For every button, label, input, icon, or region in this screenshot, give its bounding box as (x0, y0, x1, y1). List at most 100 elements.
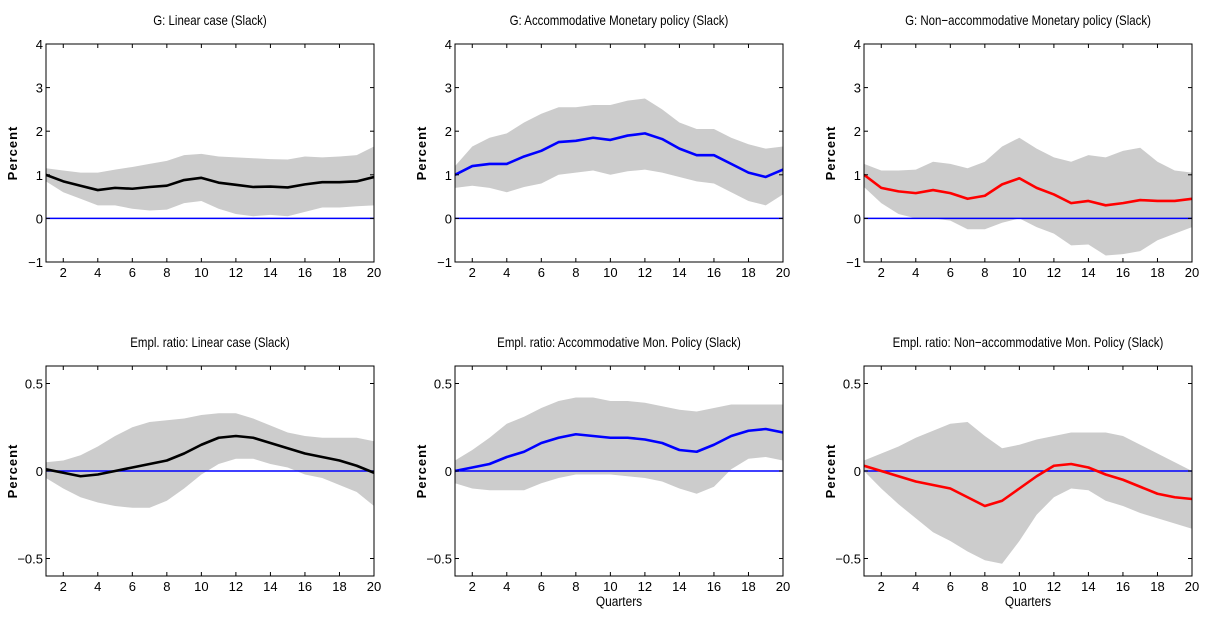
y-tick-label: 4 (36, 37, 43, 52)
confidence-band (864, 422, 1192, 564)
x-tick-label: 14 (1081, 265, 1095, 280)
impulse-response-line (864, 173, 1192, 207)
x-tick-label: 20 (776, 579, 790, 594)
x-tick-label: 10 (1012, 265, 1026, 280)
x-tick-label: 12 (229, 265, 243, 280)
x-tick-label: 20 (1185, 265, 1199, 280)
x-tick-label: 4 (912, 265, 919, 280)
x-tick-label: 14 (672, 579, 686, 594)
x-tick-label: 18 (332, 579, 346, 594)
y-tick-label: −1 (846, 255, 861, 270)
x-tick-label: 12 (229, 579, 243, 594)
confidence-band (864, 137, 1192, 256)
x-tick-label: 4 (503, 579, 510, 594)
x-tick-label: 12 (638, 265, 652, 280)
x-tick-label: 14 (263, 265, 277, 280)
x-tick-label: 20 (776, 265, 790, 280)
chart-title: G: Non−accommodative Monetary policy (Sl… (905, 12, 1151, 28)
x-tick-label: 6 (538, 579, 545, 594)
x-tick-label: 8 (981, 265, 988, 280)
x-tick-label: 10 (194, 265, 208, 280)
chart-panel-4: Empl. ratio: Linear case (Slack) 2 4 6 8 10 12… (5, 334, 381, 594)
x-tick-label: 16 (298, 579, 312, 594)
y-tick-label: 0 (36, 464, 43, 479)
x-tick-label: 8 (572, 265, 579, 280)
x-tick-label: 18 (741, 265, 755, 280)
x-tick-label: 8 (572, 579, 579, 594)
chart-panel-1: G: Linear case (Slack)2 4 6 8 10 12 14 16 18 20−1… (5, 12, 381, 280)
y-tick-label: 3 (854, 81, 861, 96)
chart-title: Empl. ratio: Linear case (Slack) (130, 334, 289, 350)
y-tick-label: 4 (445, 37, 452, 52)
impulse-response-line (46, 434, 374, 478)
x-tick-label: 2 (878, 579, 885, 594)
y-tick-label: −0.5 (426, 552, 452, 567)
y-tick-label: 0.5 (434, 377, 452, 392)
chart-panel-2: G: Accommodative Monetary policy (Slack)… (414, 12, 790, 280)
x-tick-label: 6 (947, 579, 954, 594)
y-axis-label: Percent (823, 444, 838, 499)
x-tick-label: 16 (707, 265, 721, 280)
x-tick-label: 2 (60, 265, 67, 280)
x-tick-label: 6 (129, 579, 136, 594)
y-tick-label: 0.5 (25, 377, 43, 392)
y-tick-label: 2 (445, 124, 452, 139)
x-tick-label: 12 (1047, 579, 1061, 594)
y-tick-label: 4 (854, 37, 861, 52)
x-tick-label: 20 (367, 265, 381, 280)
y-tick-label: 0 (445, 211, 452, 226)
chart-panel-6: Empl. ratio: Non−accommodative Mon. Poli… (823, 334, 1199, 609)
y-tick-label: 0 (445, 464, 452, 479)
x-tick-label: 14 (1081, 579, 1095, 594)
x-tick-label: 18 (1150, 579, 1164, 594)
y-tick-label: 1 (36, 168, 43, 183)
chart-panel-5: Empl. ratio: Accommodative Mon. Policy (… (414, 334, 790, 609)
x-axis-label: Quarters (1005, 593, 1052, 609)
plot-frame (454, 43, 784, 263)
y-tick-label: 0 (854, 464, 861, 479)
x-tick-label: 2 (469, 265, 476, 280)
y-tick-label: 3 (36, 81, 43, 96)
y-tick-label: −1 (28, 255, 43, 270)
x-tick-label: 4 (94, 265, 101, 280)
y-axis-label: Percent (5, 126, 20, 181)
confidence-band (455, 98, 783, 206)
x-tick-label: 12 (1047, 265, 1061, 280)
chart-panel-3: G: Non−accommodative Monetary policy (Sl… (823, 12, 1199, 280)
y-axis-label: Percent (414, 126, 429, 181)
x-tick-label: 12 (638, 579, 652, 594)
chart-title: G: Linear case (Slack) (153, 12, 267, 28)
x-tick-label: 8 (163, 265, 170, 280)
x-tick-label: 16 (1116, 265, 1130, 280)
y-tick-label: 1 (854, 168, 861, 183)
chart-title: G: Accommodative Monetary policy (Slack) (510, 12, 729, 28)
x-tick-label: 16 (707, 579, 721, 594)
x-tick-label: 4 (94, 579, 101, 594)
plot-frame (863, 43, 1193, 263)
x-tick-label: 20 (367, 579, 381, 594)
y-tick-label: 3 (445, 81, 452, 96)
x-tick-label: 8 (163, 579, 170, 594)
x-axis-label: Quarters (596, 593, 643, 609)
plot-frame (45, 43, 375, 263)
chart-title: Empl. ratio: Accommodative Mon. Policy (… (497, 334, 741, 350)
x-tick-label: 14 (263, 579, 277, 594)
x-tick-label: 6 (129, 265, 136, 280)
x-tick-label: 14 (672, 265, 686, 280)
y-axis-label: Percent (414, 444, 429, 499)
x-tick-label: 18 (332, 265, 346, 280)
x-tick-label: 10 (1012, 579, 1026, 594)
x-tick-label: 4 (503, 265, 510, 280)
y-tick-label: 2 (854, 124, 861, 139)
confidence-band (46, 413, 374, 508)
x-tick-label: 10 (603, 265, 617, 280)
y-tick-label: 0 (36, 211, 43, 226)
x-tick-label: 16 (1116, 579, 1130, 594)
impulse-response-line (46, 173, 374, 192)
y-tick-label: 0.5 (843, 377, 861, 392)
y-tick-label: 0 (854, 211, 861, 226)
x-tick-label: 2 (878, 265, 885, 280)
x-tick-label: 2 (469, 579, 476, 594)
y-axis-label: Percent (823, 126, 838, 181)
